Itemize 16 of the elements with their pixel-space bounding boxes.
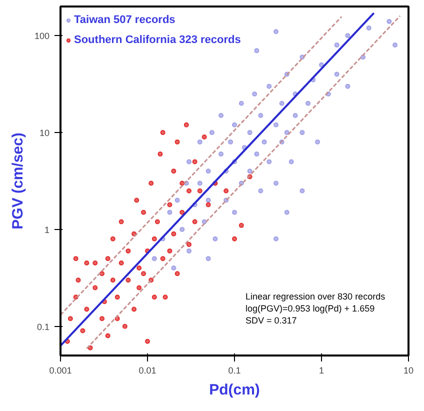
legend-label: Taiwan 507 records	[74, 14, 176, 26]
y-tick-label: 1	[44, 224, 50, 235]
x-axis-title: Pd(cm)	[209, 382, 260, 398]
x-tick-label: 0.01	[138, 366, 156, 376]
x-tick-label: 0.001	[49, 366, 72, 376]
legend-label: Southern California 323 records	[74, 34, 241, 46]
x-tick-label: 0.1	[228, 366, 241, 376]
annotation: log(PGV)=0.953 log(Pd) + 1.659	[246, 304, 375, 314]
x-tick-label: 10	[403, 366, 414, 376]
y-tick-label: 100	[34, 31, 50, 42]
y-tick-label: 10	[39, 128, 50, 138]
x-tick-label: 1	[318, 366, 324, 376]
annotation: SDV = 0.317	[246, 316, 297, 326]
annotation: Linear regression over 830 records	[246, 292, 386, 302]
y-axis-title: PGV (cm/sec)	[9, 132, 26, 230]
y-tick-label: 0.1	[36, 322, 50, 332]
